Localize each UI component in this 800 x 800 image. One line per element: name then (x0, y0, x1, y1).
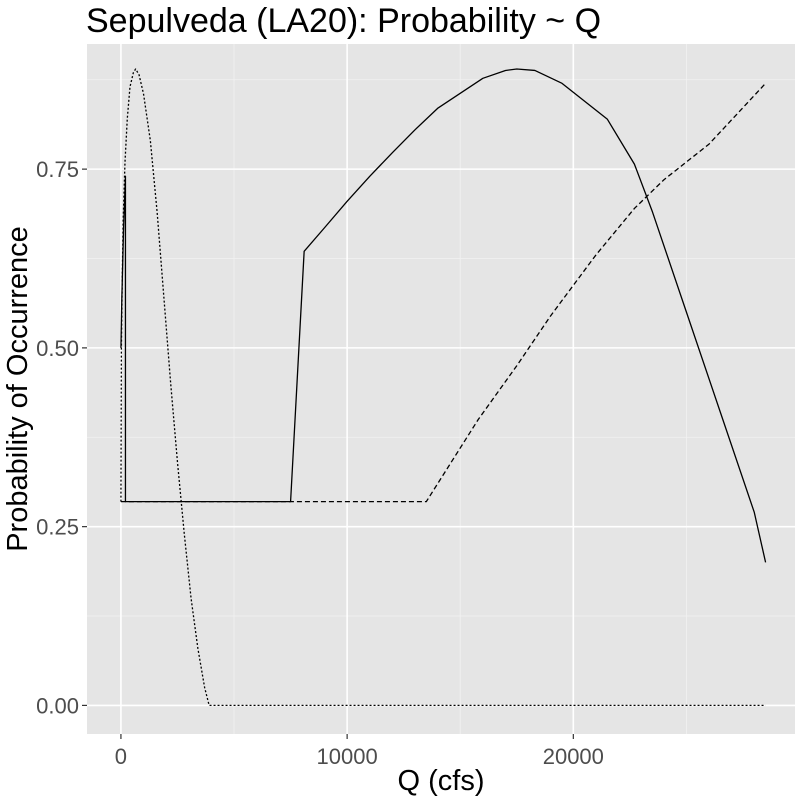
x-axis: 0 10000 20000 (115, 734, 604, 769)
series-line-dotted (120, 68, 766, 707)
y-tick-label: 0.00 (36, 693, 79, 718)
chart-title: Sepulveda (LA20): Probability ~ Q (86, 2, 601, 40)
series-line-dashed (120, 82, 767, 503)
y-axis-label: Probability of Occurrence (2, 226, 34, 552)
x-axis-label: Q (cfs) (398, 765, 485, 797)
y-axis: 0.00 0.25 0.50 0.75 (36, 157, 87, 718)
x-tick-label: 0 (115, 744, 127, 769)
y-tick-label: 0.50 (36, 336, 79, 361)
minor-gridlines (87, 44, 795, 734)
x-tick-label: 10000 (317, 744, 378, 769)
y-tick-label: 0.25 (36, 515, 79, 540)
y-tick-label: 0.75 (36, 157, 79, 182)
x-tick-label: 20000 (543, 744, 604, 769)
plot-panel (87, 44, 795, 734)
series-layer (120, 68, 767, 707)
series-line-solid (120, 68, 767, 563)
